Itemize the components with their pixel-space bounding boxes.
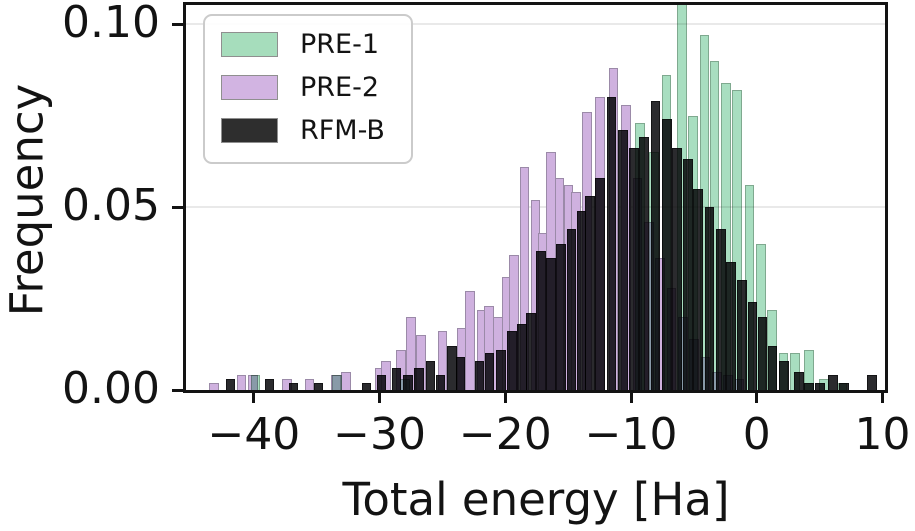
bar-RFM-B	[225, 379, 236, 390]
bar-PRE-2	[465, 291, 476, 390]
bar-PRE-2	[304, 379, 315, 390]
bar-RFM-B	[435, 375, 446, 390]
bar-PRE-1	[332, 375, 343, 390]
bar-PRE-1	[732, 89, 742, 390]
bar-PRE-1	[744, 185, 755, 390]
bar-PRE-1	[756, 243, 766, 390]
y-tick	[172, 205, 184, 209]
bar-RFM-B	[496, 349, 506, 390]
x-tick-label: −20	[458, 409, 552, 460]
bar-RFM-B	[376, 375, 387, 390]
x-tick-label: −40	[207, 409, 301, 460]
y-axis-label: Frequency	[0, 83, 54, 317]
y-tick-label: 0.10	[62, 0, 160, 49]
bar-PRE-1	[819, 379, 829, 390]
bar-PRE-1	[767, 309, 778, 390]
y-tick	[172, 388, 184, 392]
bar-PRE-1	[400, 379, 410, 390]
bar-PRE-1	[699, 35, 710, 390]
bar-RFM-B	[391, 368, 402, 390]
bar-PRE-2	[209, 382, 219, 390]
bar-RFM-B	[595, 177, 605, 390]
x-tick	[378, 391, 382, 403]
legend-item-pre-2: PRE-2	[221, 72, 411, 102]
bar-PRE-2	[406, 316, 416, 390]
bar-RFM-B	[618, 130, 628, 390]
bar-PRE-2	[509, 254, 520, 390]
bar-RFM-B	[288, 382, 299, 390]
legend-swatch-pre-2	[221, 74, 278, 100]
bar-PRE-1	[803, 349, 814, 390]
x-tick	[880, 391, 884, 403]
x-axis-label: Total energy [Ha]	[342, 473, 730, 526]
bar-PRE-2	[519, 166, 530, 390]
bar-RFM-B	[536, 250, 546, 390]
legend-item-pre-1: PRE-1	[221, 29, 411, 59]
y-tick	[172, 22, 184, 26]
bar-RFM-B	[526, 313, 536, 390]
legend-label: PRE-1	[300, 28, 380, 60]
x-tick	[755, 391, 759, 403]
x-tick-label: 0	[742, 409, 771, 460]
bar-RFM-B	[425, 360, 436, 390]
bar-PRE-1	[635, 122, 646, 390]
bar-PRE-1	[688, 115, 698, 390]
legend-label: PRE-2	[300, 71, 380, 103]
bar-RFM-B	[474, 360, 485, 390]
bar-RFM-B	[556, 243, 567, 390]
bar-RFM-B	[507, 331, 517, 390]
bar-RFM-B	[606, 97, 617, 390]
bar-PRE-1	[250, 375, 261, 390]
bar-PRE-1	[778, 353, 789, 390]
legend-item-rfm-b: RFM-B	[221, 115, 411, 145]
y-tick-label: 0.00	[62, 363, 160, 414]
y-tick-label: 0.05	[62, 180, 160, 231]
bar-RFM-B	[546, 258, 556, 390]
bar-PRE-1	[837, 382, 848, 390]
x-tick	[629, 391, 633, 403]
bar-PRE-1	[790, 353, 800, 390]
bar-RFM-B	[414, 368, 424, 390]
bar-RFM-B	[264, 379, 275, 390]
x-tick-label: −10	[584, 409, 678, 460]
bar-PRE-1	[661, 75, 672, 390]
legend-swatch-pre-1	[221, 31, 278, 57]
x-tick	[252, 391, 256, 403]
legend-label: RFM-B	[300, 114, 385, 146]
x-tick-label: 10	[854, 409, 911, 460]
bar-PRE-2	[236, 375, 247, 390]
bar-RFM-B	[585, 196, 595, 390]
plot-area	[183, 2, 888, 393]
bar-PRE-2	[381, 360, 391, 390]
legend: PRE-1 PRE-2 RFM-B	[203, 14, 413, 164]
bar-RFM-B	[361, 382, 372, 390]
bar-PRE-2	[416, 335, 427, 390]
x-tick	[503, 391, 507, 403]
bar-RFM-B	[866, 375, 877, 390]
bar-RFM-B	[566, 228, 577, 390]
bar-RFM-B	[455, 357, 466, 390]
bar-RFM-B	[484, 353, 495, 390]
bar-PRE-1	[649, 152, 659, 390]
legend-swatch-rfm-b	[221, 117, 278, 143]
bar-RFM-B	[827, 375, 838, 390]
bar-PRE-2	[437, 331, 448, 390]
bar-PRE-1	[676, 5, 687, 390]
x-tick-label: −30	[333, 409, 427, 460]
bar-RFM-B	[313, 382, 324, 390]
bar-PRE-1	[720, 82, 731, 390]
bar-PRE-1	[709, 60, 720, 390]
bar-PRE-2	[341, 371, 351, 390]
gridline	[186, 23, 885, 26]
